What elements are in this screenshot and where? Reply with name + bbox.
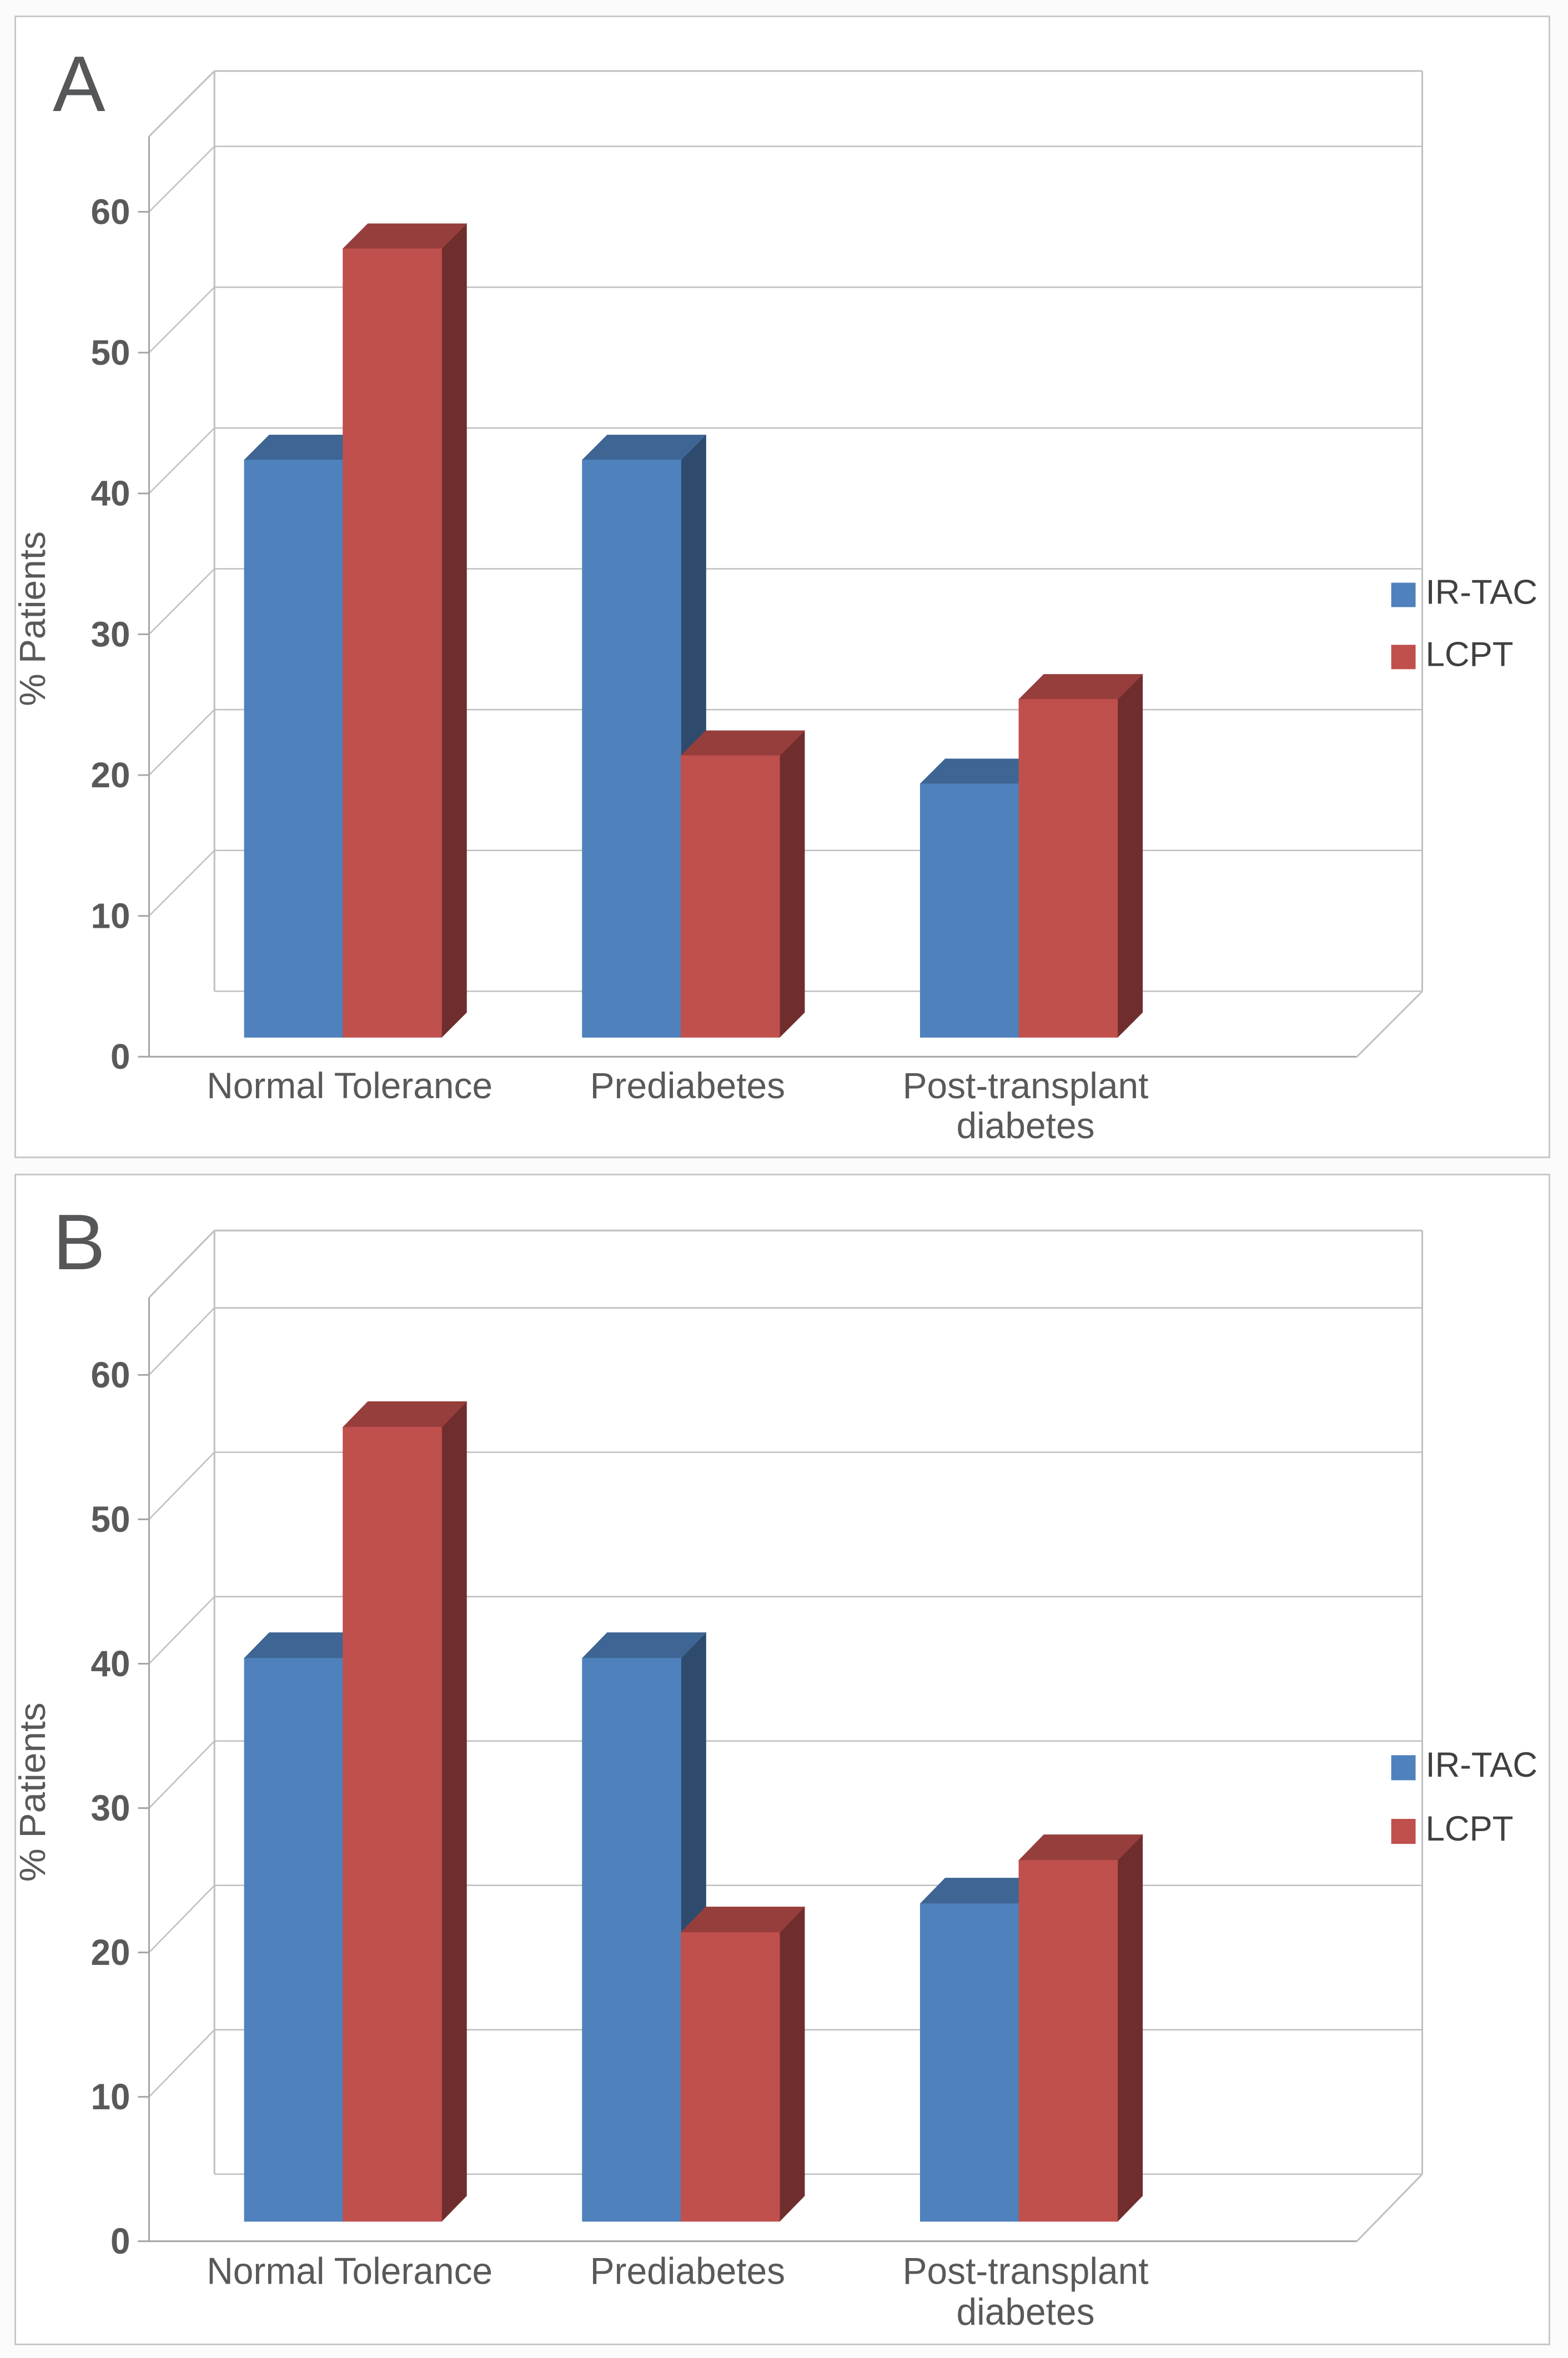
legend-label-LCPT: LCPT [1425,635,1513,673]
ytick-label-50: 50 [91,333,130,373]
legend-label-IR-TAC: IR-TAC [1425,573,1537,611]
bar-IR-TAC-Post-transplant-diabetes [919,1903,1019,2222]
bar-IR-TAC-Normal-Tolerance [244,1658,344,2222]
gridline-connector-40 [148,428,215,494]
category-label-1: Prediabetes [590,1065,785,1106]
ytick-label-30: 30 [91,614,130,654]
legend-label-LCPT: LCPT [1425,1809,1513,1848]
ytick-label-10: 10 [91,896,130,936]
bar-IR-TAC-Prediabetes [582,1658,681,2222]
ytick-label-0: 0 [110,1037,130,1077]
left-wall-top-edge [148,70,215,137]
bar-side-LCPT-Post-transplant-diabetes [1117,1834,1143,2223]
bar-LCPT-Normal-Tolerance [343,248,442,1038]
left-wall-top-edge [148,1230,215,1299]
gridline-connector-20 [148,1884,215,1953]
y-axis-title: % Patients [16,1702,53,1882]
panel-b-chart: 0 10 20 30 40 50 60 Normal Tolerance Prediabetes… [16,1229,1537,2334]
ytick-label-20: 20 [91,1932,130,1973]
gridline-connector-20 [148,709,215,776]
ytick-label-60: 60 [91,1354,130,1395]
legend-swatch-IR-TAC [1391,1755,1416,1781]
bar-IR-TAC-Post-transplant-diabetes [919,783,1019,1038]
gridline-connector-40 [148,1596,215,1665]
category-label-0: Normal Tolerance [207,1065,492,1106]
bar-LCPT-Prediabetes [680,755,780,1038]
gridline-connector-30 [148,568,215,635]
gridline-connector-60 [148,1307,215,1376]
gridline-connector-60 [148,145,215,213]
legend-swatch-IR-TAC [1391,582,1416,607]
bar-LCPT-Post-transplant-diabetes [1018,699,1118,1038]
floor-right-edge [1356,2173,1423,2242]
category-label-2: Post-transplant diabetes [903,2251,1149,2334]
bar-side-LCPT-Normal-Tolerance [441,223,467,1038]
legend-swatch-LCPT [1391,1818,1416,1844]
ytick-label-40: 40 [91,1643,130,1684]
panel-a-chart: 0 10 20 30 40 50 60 Normal Tolerance Prediabetes… [16,70,1537,1146]
panel-a-letter: A [53,40,105,128]
category-label-2: Post-transplant diabetes [903,1065,1149,1146]
legend-swatch-LCPT [1391,645,1416,670]
gridline-connector-50 [148,286,215,353]
floor-right-edge [1356,991,1423,1058]
ytick-label-30: 30 [91,1787,130,1828]
bar-side-LCPT-Prediabetes [779,730,805,1038]
category-label-0: Normal Tolerance [207,2251,492,2292]
bar-side-LCPT-Normal-Tolerance [441,1401,467,2223]
gridline-connector-30 [148,1740,215,1809]
panel-a: A 0 10 20 30 40 50 60 Normal Tolerance Prediabet… [14,16,1550,1158]
bar-side-LCPT-Post-transplant-diabetes [1117,673,1143,1038]
gridline-connector-50 [148,1451,215,1520]
bar-IR-TAC-Prediabetes [582,459,681,1038]
ytick-label-60: 60 [91,192,130,232]
category-label-1: Prediabetes [590,2251,785,2292]
bar-LCPT-Normal-Tolerance [343,1427,442,2222]
panel-b: B 0 10 20 30 40 50 60 Normal Tolerance Prediabet… [14,1174,1550,2345]
y-axis-title: % Patients [16,531,53,706]
ytick-label-0: 0 [110,2220,130,2261]
legend-label-IR-TAC: IR-TAC [1425,1746,1537,1785]
bar-LCPT-Post-transplant-diabetes [1018,1860,1118,2222]
ytick-label-50: 50 [91,1499,130,1540]
ytick-label-40: 40 [91,474,130,514]
ytick-label-10: 10 [91,2076,130,2117]
bar-side-LCPT-Prediabetes [779,1906,805,2223]
ytick-label-20: 20 [91,755,130,795]
bar-IR-TAC-Normal-Tolerance [244,459,344,1038]
gridline-connector-10 [148,2029,215,2098]
panel-b-letter: B [53,1198,105,1286]
bar-LCPT-Prediabetes [680,1932,780,2222]
gridline-connector-10 [148,849,215,917]
